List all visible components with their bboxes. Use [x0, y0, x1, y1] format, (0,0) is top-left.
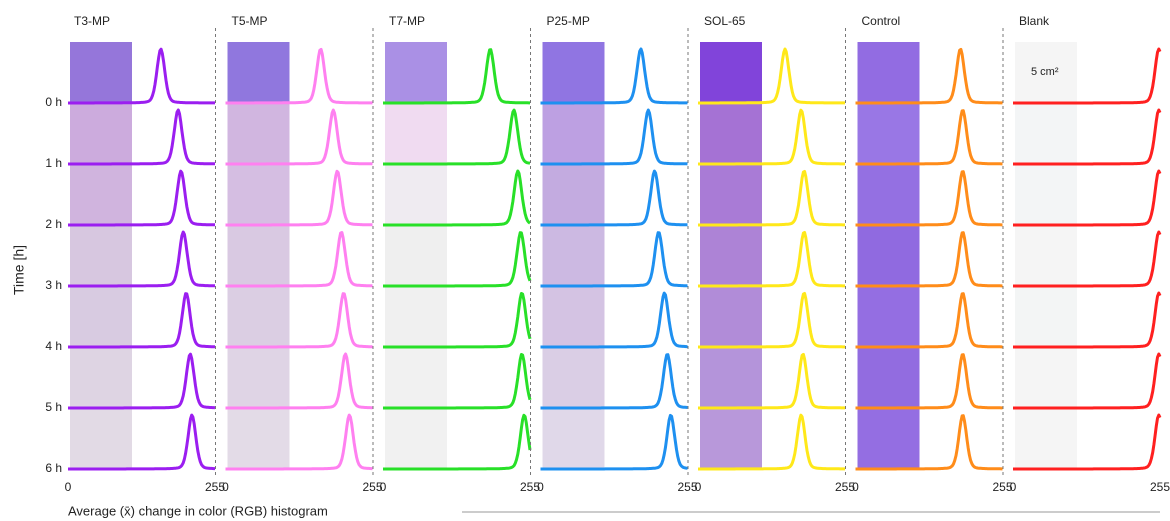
sample-photo: [385, 347, 447, 408]
time-label: 4 h: [45, 339, 62, 353]
time-label: 3 h: [45, 278, 62, 292]
sample-photo: [70, 225, 132, 286]
sample-photo: [858, 225, 920, 286]
sample-photo: [385, 42, 447, 103]
area-note: 5 cm²: [1031, 66, 1059, 78]
sample-photo: [858, 286, 920, 347]
time-label: 2 h: [45, 217, 62, 231]
sample-photo: [228, 286, 290, 347]
sample-photo: [700, 347, 762, 408]
sample-photo: [700, 103, 762, 164]
sample-photo: [700, 42, 762, 103]
x-tick-label: 0: [65, 480, 72, 494]
sample-photo: [228, 103, 290, 164]
panel-title: T5-MP: [232, 14, 268, 28]
sample-photo: [1015, 286, 1077, 347]
sample-photo: [700, 164, 762, 225]
sample-photo: [858, 42, 920, 103]
sample-photo: [1015, 408, 1077, 469]
panel-title: T7-MP: [389, 14, 425, 28]
time-label: 1 h: [45, 156, 62, 170]
sample-photo: [70, 286, 132, 347]
sample-photo: [543, 225, 605, 286]
sample-photo: [385, 408, 447, 469]
sample-photo: [700, 225, 762, 286]
time-label: 0 h: [45, 95, 62, 109]
x-axis-label: Average (x̄) change in color (RGB) histo…: [68, 503, 328, 518]
x-tick-label: 0: [852, 480, 859, 494]
x-tick-label: 0: [222, 480, 229, 494]
sample-photo: [385, 103, 447, 164]
sample-photo: [543, 347, 605, 408]
sample-photo: [70, 103, 132, 164]
x-tick-label: 255: [1150, 480, 1170, 494]
sample-photo: [70, 347, 132, 408]
panel-title: P25-MP: [547, 14, 590, 28]
sample-photo: [70, 42, 132, 103]
sample-photo: [543, 164, 605, 225]
sample-photo: [858, 164, 920, 225]
panel-title: Blank: [1019, 14, 1050, 28]
sample-photo: [228, 225, 290, 286]
sample-photo: [700, 408, 762, 469]
sample-photo: [385, 164, 447, 225]
sample-photo: [228, 347, 290, 408]
sample-photo: [700, 286, 762, 347]
sample-photo: [543, 286, 605, 347]
sample-photo: [858, 103, 920, 164]
x-tick-label: 0: [380, 480, 387, 494]
time-label: 6 h: [45, 461, 62, 475]
panel-title: SOL-65: [704, 14, 746, 28]
sample-photo: [543, 408, 605, 469]
sample-photo: [70, 408, 132, 469]
x-tick-label: 0: [537, 480, 544, 494]
sample-photo: [543, 103, 605, 164]
sample-photo: [1015, 347, 1077, 408]
sample-photo: [1015, 164, 1077, 225]
sample-photo: [70, 164, 132, 225]
sample-photo: [543, 42, 605, 103]
sample-photo: [858, 347, 920, 408]
sample-photo: [1015, 225, 1077, 286]
x-tick-label: 0: [695, 480, 702, 494]
figure: Time [h] Average (x̄) change in color (R…: [0, 0, 1170, 521]
sample-photo: [858, 408, 920, 469]
sample-photo: [385, 225, 447, 286]
y-axis-label: Time [h]: [11, 245, 27, 295]
sample-photo: [228, 164, 290, 225]
sample-photo: [385, 286, 447, 347]
time-label: 5 h: [45, 400, 62, 414]
panel-title: Control: [862, 14, 901, 28]
panel-title: T3-MP: [74, 14, 110, 28]
sample-photo: [228, 408, 290, 469]
x-tick-label: 0: [1010, 480, 1017, 494]
sample-photo: [228, 42, 290, 103]
sample-photo: [1015, 103, 1077, 164]
